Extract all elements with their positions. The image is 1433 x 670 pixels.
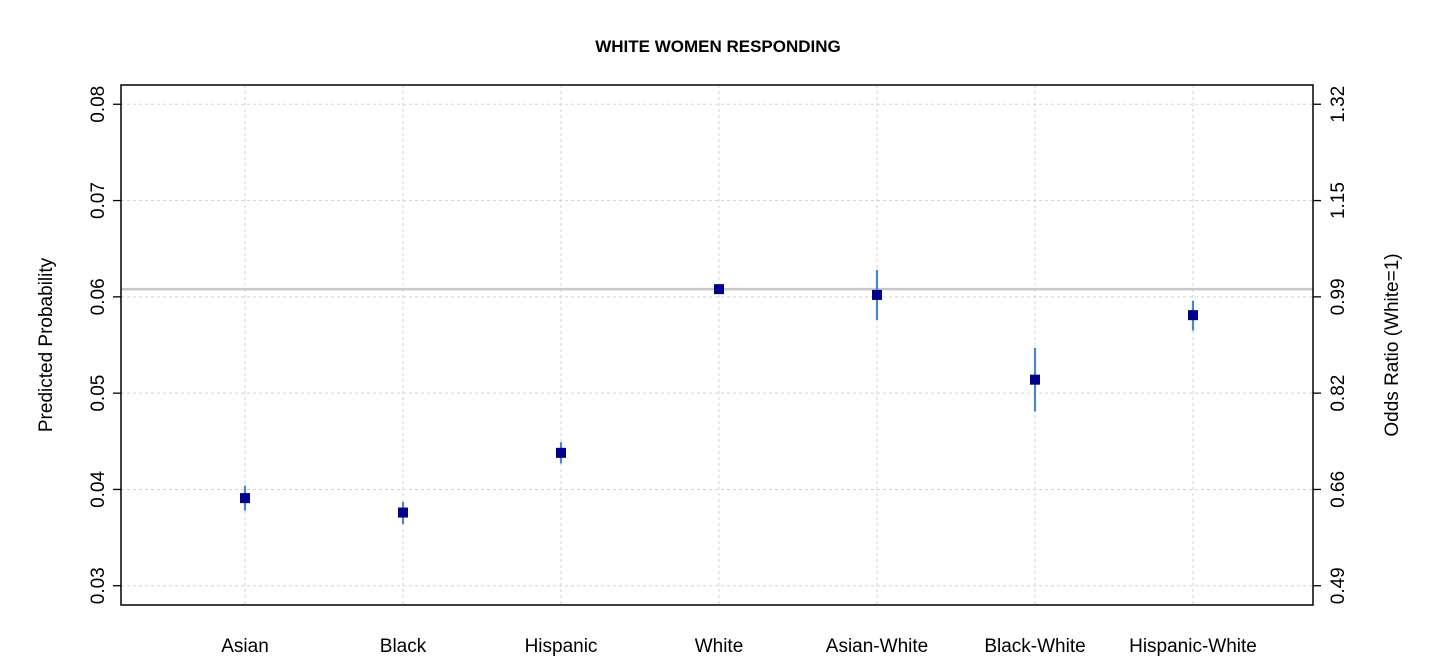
right-tick-label: 1.32 xyxy=(1328,86,1349,123)
grid xyxy=(121,85,1313,605)
point-marker xyxy=(1188,310,1198,321)
left-tick-label: 0.08 xyxy=(88,86,109,123)
left-tick-label: 0.04 xyxy=(88,471,109,508)
chart-title: WHITE WOMEN RESPONDING xyxy=(595,37,841,56)
y-axis-title: Predicted Probability xyxy=(36,257,57,432)
x-tick-label: Black xyxy=(380,636,427,657)
x-tick-label: Hispanic-White xyxy=(1129,636,1257,657)
left-tick-label: 0.07 xyxy=(88,182,109,219)
right-tick-label: 1.15 xyxy=(1328,182,1349,219)
x-tick-label: Hispanic xyxy=(525,636,598,657)
point-marker xyxy=(240,493,250,504)
left-y-axis: 0.03 0.04 0.05 0.06 0.07 0.08 xyxy=(88,86,121,604)
point-marker xyxy=(398,507,408,518)
point-marker xyxy=(872,289,882,300)
left-tick-label: 0.03 xyxy=(88,567,109,604)
point-marker xyxy=(714,284,724,295)
right-tick-label: 0.66 xyxy=(1328,471,1349,508)
x-tick-label: Black-White xyxy=(984,636,1085,657)
left-tick-label: 0.05 xyxy=(88,375,109,412)
right-tick-label: 0.82 xyxy=(1328,375,1349,412)
data-marks xyxy=(240,269,1198,525)
x-axis-labels: Asian Black Hispanic White Asian-White Black-… xyxy=(221,636,1257,657)
point-marker xyxy=(1030,374,1040,385)
x-tick-label: White xyxy=(695,636,744,657)
right-y-axis: 0.49 0.66 0.82 0.99 1.15 1.32 xyxy=(1313,86,1349,604)
point-marker xyxy=(556,447,566,458)
x-tick-label: Asian-White xyxy=(826,636,928,657)
x-tick-label: Asian xyxy=(221,636,269,657)
left-tick-label: 0.06 xyxy=(88,278,109,315)
right-tick-label: 0.99 xyxy=(1328,278,1349,315)
right-tick-label: 0.49 xyxy=(1328,567,1349,604)
plot-frame xyxy=(120,84,1314,606)
y2-axis-title: Odds Ratio (White=1) xyxy=(1382,253,1403,436)
